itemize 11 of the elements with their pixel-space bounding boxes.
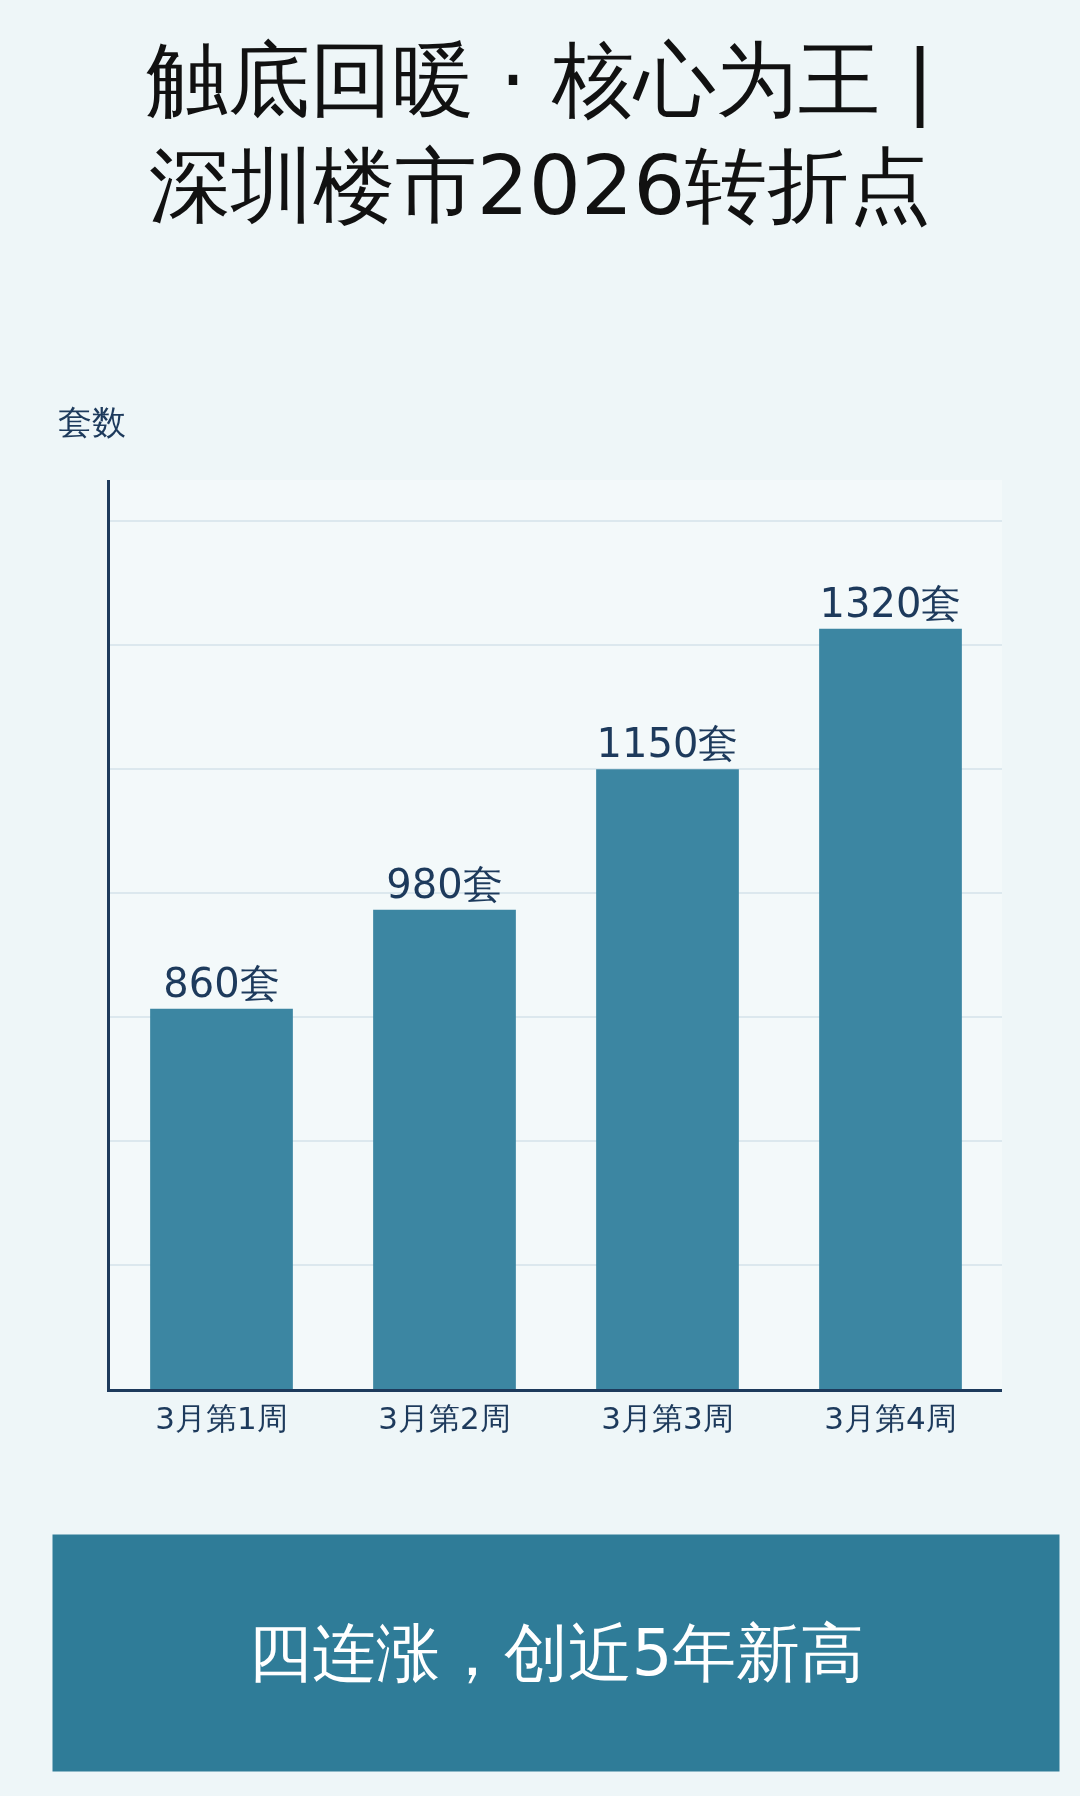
chart-title: 触底回暖 · 核心为王 | 深圳楼市2026转折点 — [146, 31, 934, 234]
data-label: 980套 — [386, 860, 503, 907]
x-tick-label: 3月第2周 — [378, 1400, 511, 1437]
x-tick-label: 3月第1周 — [155, 1400, 288, 1437]
data-label: 1320套 — [819, 579, 962, 626]
data-label: 860套 — [163, 959, 280, 1006]
x-tick-label: 3月第4周 — [824, 1400, 957, 1437]
x-tick-label: 3月第3周 — [601, 1400, 734, 1437]
data-label: 1150套 — [596, 720, 739, 767]
y-axis-title: 套数 — [58, 402, 126, 442]
text: 四连涨，创近5年新高 — [247, 1616, 865, 1690]
